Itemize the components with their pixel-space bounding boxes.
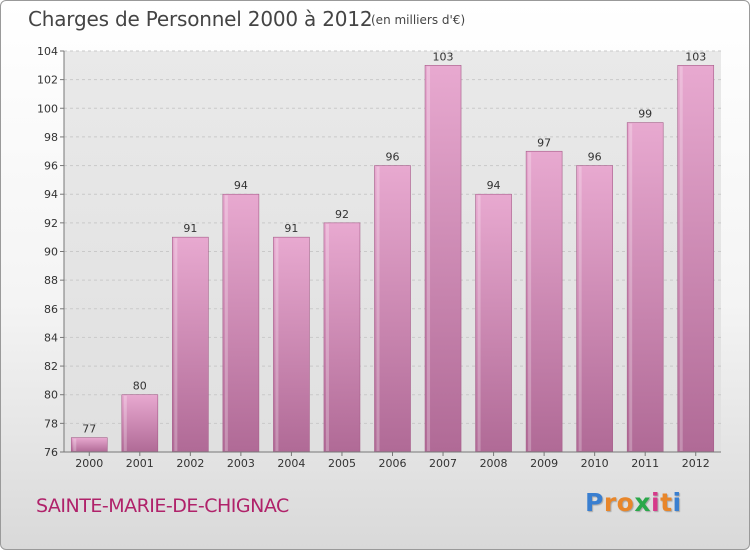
- bar: [475, 193, 512, 453]
- bar: [374, 165, 411, 453]
- data-label: 96: [386, 151, 400, 164]
- bar: [323, 222, 361, 453]
- data-label: 103: [685, 50, 706, 63]
- x-tick-label: 2001: [126, 457, 154, 470]
- y-tick-label: 78: [44, 417, 58, 430]
- bar-highlight: [427, 66, 431, 452]
- bar: [626, 122, 664, 453]
- chart-title: Charges de Personnel 2000 à 2012: [28, 7, 373, 31]
- bar: [222, 193, 260, 453]
- data-label: 96: [588, 151, 602, 164]
- logo-letter: i: [651, 488, 661, 517]
- y-tick-label: 104: [37, 45, 58, 58]
- bar-highlight: [679, 66, 683, 452]
- y-tick-label: 82: [44, 360, 58, 373]
- y-tick-label: 100: [37, 102, 58, 115]
- bar-highlight: [224, 195, 228, 451]
- commune-name: SAINTE-MARIE-DE-CHIGNAC: [36, 495, 289, 517]
- bar-highlight: [73, 438, 77, 451]
- x-tick-label: 2003: [227, 457, 255, 470]
- x-tick-label: 2010: [581, 457, 609, 470]
- chart-subtitle: (en milliers d'€): [371, 13, 466, 27]
- data-label: 91: [183, 222, 197, 235]
- y-tick-label: 92: [44, 217, 58, 230]
- x-tick-label: 2004: [277, 457, 305, 470]
- bar: [677, 65, 715, 453]
- x-tick-label: 2007: [429, 457, 457, 470]
- data-label: 94: [487, 179, 501, 192]
- x-tick-label: 2009: [530, 457, 558, 470]
- bar-highlight: [123, 395, 127, 451]
- x-axis: 2000 2001 2002 2003 2004 2005 2006 2007 2008 2009…: [64, 451, 721, 470]
- x-tick-label: 2005: [328, 457, 356, 470]
- data-label: 103: [433, 50, 454, 63]
- logo-letter: i: [672, 488, 682, 517]
- y-tick-label: 86: [44, 303, 58, 316]
- logo-letter: r: [603, 488, 617, 517]
- bar-highlight: [578, 166, 582, 452]
- data-label: 99: [638, 108, 652, 121]
- data-label: 92: [335, 208, 349, 221]
- data-label: 80: [133, 380, 147, 393]
- x-tick-label: 2006: [379, 457, 407, 470]
- x-tick-label: 2002: [176, 457, 204, 470]
- logo-letter: x: [634, 488, 651, 517]
- y-tick-label: 80: [44, 389, 58, 402]
- bar: [576, 165, 613, 453]
- y-tick-label: 84: [44, 331, 58, 344]
- logo-letter: t: [660, 488, 673, 517]
- y-tick-label: 88: [44, 274, 58, 287]
- x-tick-label: 2000: [75, 457, 103, 470]
- bar-highlight: [376, 166, 380, 452]
- y-tick-label: 96: [44, 160, 58, 173]
- bar-highlight: [629, 123, 633, 451]
- y-tick-label: 94: [44, 188, 58, 201]
- y-tick-label: 102: [37, 74, 58, 87]
- y-axis: 76 78 80 82 84 86 88 90 92 94 96 98 100 102 104: [37, 45, 65, 459]
- bar-highlight: [174, 238, 178, 451]
- bar: [525, 150, 563, 453]
- y-tick-label: 76: [44, 446, 58, 459]
- bar: [121, 394, 159, 453]
- bars: [70, 65, 715, 453]
- bar-highlight: [477, 195, 481, 451]
- proxiti-logo: Proxiti: [585, 488, 682, 517]
- logo-letter: P: [585, 488, 604, 517]
- data-label: 77: [82, 423, 96, 436]
- data-label: 94: [234, 179, 248, 192]
- bar: [273, 236, 310, 453]
- bar-highlight: [275, 238, 279, 451]
- x-tick-label: 2008: [480, 457, 508, 470]
- bar-highlight: [325, 223, 329, 451]
- logo-letter: o: [616, 488, 635, 517]
- bar: [70, 437, 108, 453]
- bar: [424, 65, 462, 453]
- bar: [172, 236, 209, 453]
- x-tick-label: 2011: [631, 457, 659, 470]
- data-labels: 77 80 91 94 91 92 96 103 94 97 96 99 103: [82, 50, 706, 435]
- bar-highlight: [528, 152, 532, 451]
- data-label: 97: [537, 136, 551, 149]
- data-label: 91: [284, 222, 298, 235]
- x-tick-label: 2012: [682, 457, 710, 470]
- y-tick-label: 90: [44, 246, 58, 259]
- y-tick-label: 98: [44, 131, 58, 144]
